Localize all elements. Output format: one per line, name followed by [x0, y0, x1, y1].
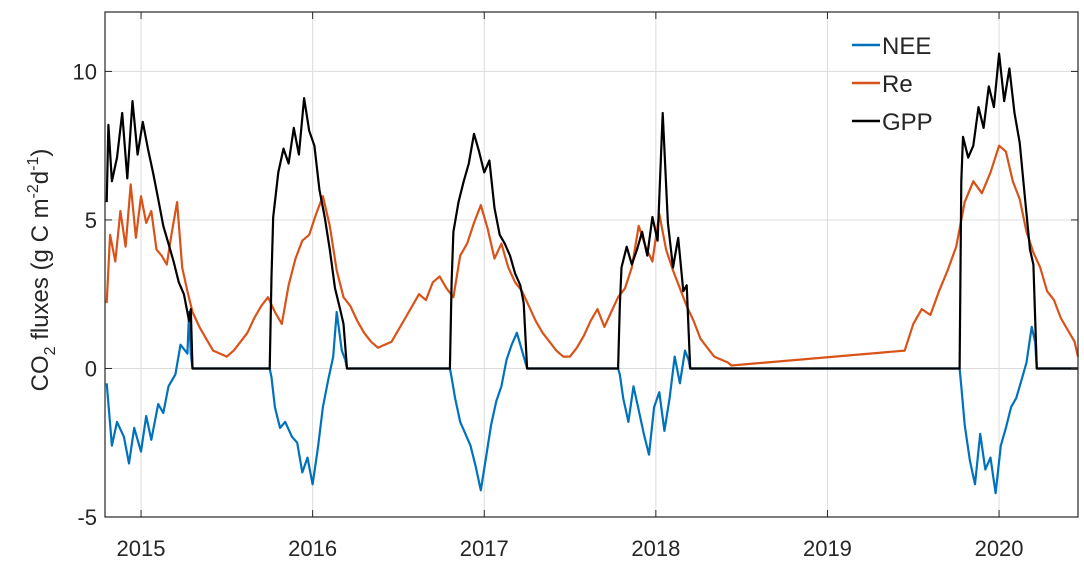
- legend-label-gpp: GPP: [882, 109, 933, 136]
- y-tick-label-10: 10: [73, 59, 97, 84]
- x-tick-label-2016: 2016: [288, 536, 337, 561]
- x-tick-label-2015: 2015: [117, 536, 166, 561]
- y-tick-label-5: 5: [85, 208, 97, 233]
- legend-label-nee: NEE: [882, 33, 931, 60]
- x-tick-label-2019: 2019: [803, 536, 852, 561]
- grid-lines: [105, 12, 1078, 518]
- legend: NEE Re GPP: [852, 33, 933, 136]
- series-line-gpp: [105, 52, 1078, 370]
- x-tick-label-2018: 2018: [631, 536, 680, 561]
- tick-layer: 2015 2016 2017 2018 2019 2020 -5 0 5 10: [73, 12, 1078, 561]
- plot-frame: [104, 11, 1079, 518]
- series-line-re: [105, 144, 1080, 367]
- series-layer: [105, 52, 1080, 495]
- y-tick-label-0: 0: [85, 356, 97, 381]
- series-line-nee: [105, 310, 1078, 495]
- y-tick-label--5: -5: [77, 505, 97, 530]
- y-axis-label: CO2 fluxes (g C m-2d-1): [25, 149, 59, 392]
- x-tick-label-2020: 2020: [975, 536, 1024, 561]
- x-tick-label-2017: 2017: [460, 536, 509, 561]
- legend-label-re: Re: [882, 71, 913, 98]
